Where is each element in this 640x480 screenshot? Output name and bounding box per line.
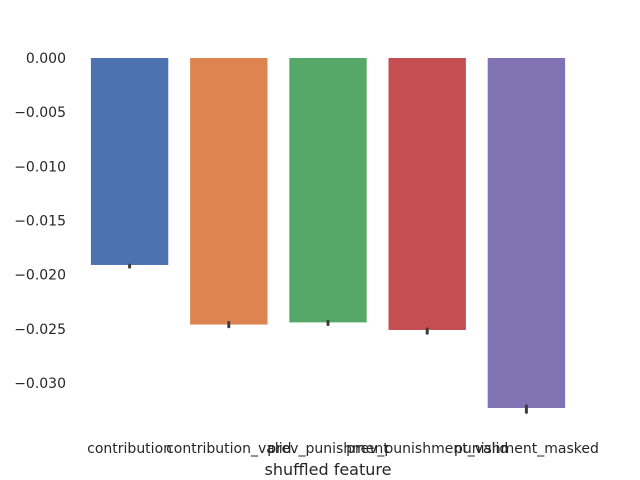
y-tick-label: −0.015 [14,214,66,230]
x-tick-label: punishment_masked [454,441,599,457]
error-bars-group [128,263,528,414]
y-tick-label: −0.030 [14,376,66,392]
y-axis-ticks: 0.000 −0.005 −0.010 −0.015 −0.020 −0.025 −0.03… [14,51,66,392]
bar-contribution [90,58,169,265]
x-tick-label: contribution [87,441,172,457]
y-tick-label: 0.000 [26,51,66,67]
bar-contribution-valid [190,58,268,325]
y-tick-label: −0.010 [14,159,66,175]
x-tick-label: prev_punishment [267,441,389,457]
bar-prev-punishment-valid [388,58,466,330]
y-tick-label: −0.020 [14,268,66,284]
y-tick-label: −0.005 [14,105,66,121]
x-tick-label: prev_punishment_valid [346,441,508,457]
x-axis-label: shuffled feature [265,460,392,479]
y-tick-label: −0.025 [14,322,66,338]
bars-group [90,58,566,408]
bar-prev-punishment [289,58,367,323]
bar-punishment-masked [487,58,566,408]
x-axis-ticks: contributioncontribution_validprev_punis… [87,441,599,457]
x-tick-label: contribution_valid [166,441,291,457]
